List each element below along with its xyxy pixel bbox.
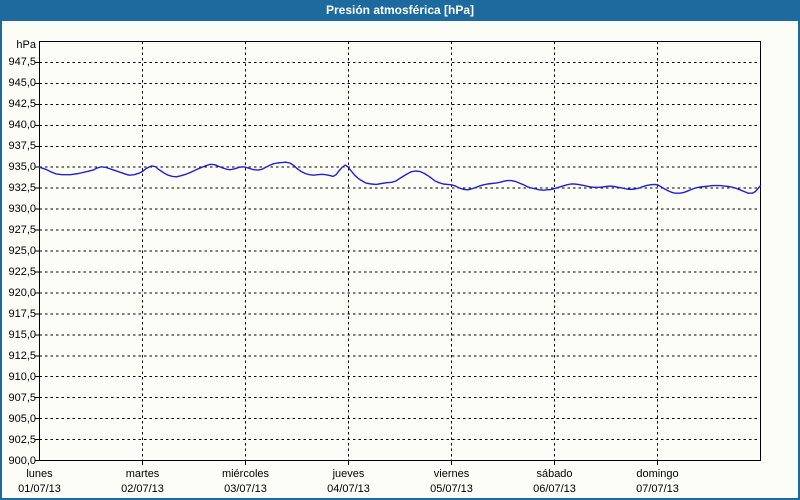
pressure-series-line bbox=[38, 161, 762, 194]
y-tick-label: 917,5 bbox=[8, 307, 36, 320]
y-tick-label: 927,5 bbox=[8, 224, 36, 237]
y-tick-label: 910,0 bbox=[8, 370, 36, 383]
y-tick-label: 915,0 bbox=[8, 328, 36, 341]
y-tick-label: 920,0 bbox=[8, 286, 36, 299]
x-day-label: miércoles bbox=[221, 468, 270, 480]
title-bar: Presión atmosférica [hPa] bbox=[0, 0, 800, 21]
x-date-label: 05/07/13 bbox=[430, 483, 473, 495]
y-tick-label: 912,5 bbox=[8, 349, 36, 362]
chart-title: Presión atmosférica [hPa] bbox=[325, 3, 475, 17]
y-tick-label: 905,0 bbox=[8, 412, 36, 425]
x-date-label: 03/07/13 bbox=[224, 483, 267, 495]
x-date-label: 07/07/13 bbox=[636, 483, 679, 495]
x-day-label: martes bbox=[125, 468, 160, 480]
x-date-label: 02/07/13 bbox=[121, 483, 164, 495]
x-day-label: lunes bbox=[26, 468, 53, 480]
x-date-label: 04/07/13 bbox=[327, 483, 370, 495]
y-tick-label: 937,5 bbox=[8, 140, 36, 153]
x-day-label: jueves bbox=[332, 468, 365, 480]
plot-border bbox=[38, 40, 762, 462]
y-tick-label: 932,5 bbox=[8, 182, 36, 195]
x-date-label: 01/07/13 bbox=[18, 483, 61, 495]
x-day-label: sábado bbox=[536, 468, 573, 480]
y-tick-label: 940,0 bbox=[8, 119, 36, 132]
y-tick-label: 907,5 bbox=[8, 391, 36, 404]
y-tick-label: 942,5 bbox=[8, 98, 36, 111]
y-tick-label: 902,5 bbox=[8, 433, 36, 446]
y-tick-label: 900,0 bbox=[8, 454, 36, 467]
y-tick-label: 922,5 bbox=[8, 265, 36, 278]
y-tick-label: 935,0 bbox=[8, 161, 36, 174]
y-axis-unit-label: hPa bbox=[16, 39, 36, 51]
y-tick-label: 930,0 bbox=[8, 203, 36, 216]
y-tick-label: 945,0 bbox=[8, 77, 36, 90]
x-day-label: domingo bbox=[636, 468, 679, 480]
x-date-label: 06/07/13 bbox=[533, 483, 576, 495]
y-tick-label: 925,0 bbox=[8, 245, 36, 257]
y-tick-label: 947,5 bbox=[8, 56, 36, 69]
x-day-label: viernes bbox=[433, 468, 470, 480]
